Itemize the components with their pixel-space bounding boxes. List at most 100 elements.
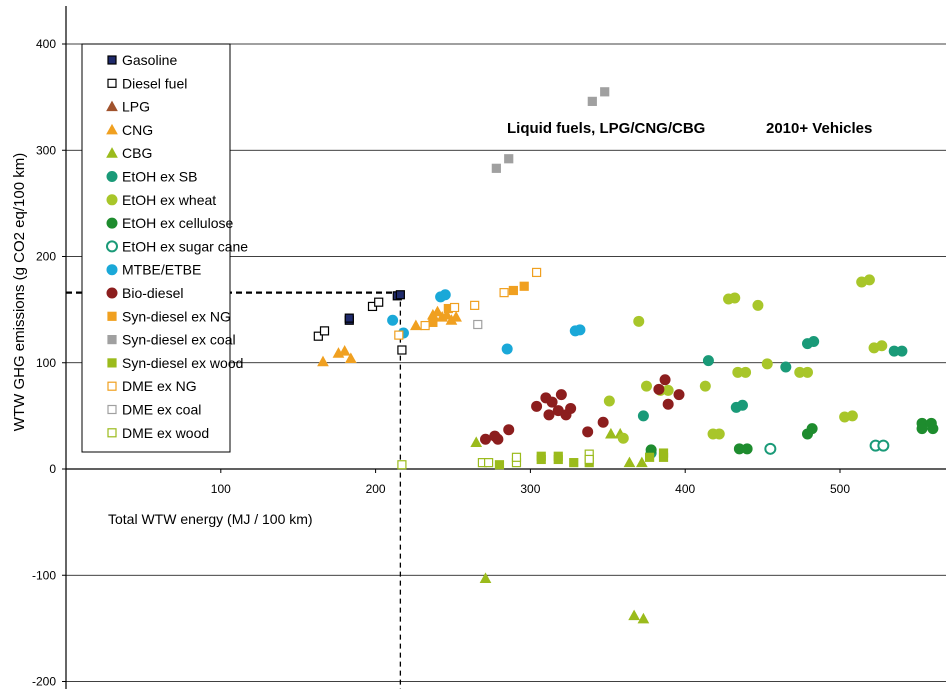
data-point-mtbe-etbe	[575, 325, 585, 335]
data-point-syn-diesel-ex-wood	[570, 459, 578, 467]
data-point-etoh-ex-wheat	[730, 293, 740, 303]
data-point-bio-diesel	[481, 434, 491, 444]
data-point-etoh-ex-cellulose	[807, 424, 817, 434]
legend-label-cbg: CBG	[122, 145, 152, 161]
data-point-etoh-ex-sb	[638, 411, 648, 421]
data-point-cbg	[629, 611, 639, 620]
data-point-syn-diesel-ex-ng	[520, 282, 528, 290]
y-tick-label: 100	[36, 356, 56, 370]
legend-marker-dme-ex-wood	[108, 429, 116, 437]
data-point-cbg	[624, 458, 634, 467]
x-tick-label: 300	[520, 482, 540, 496]
data-point-etoh-ex-wheat	[700, 381, 710, 391]
annotation-vehicles: 2010+ Vehicles	[766, 120, 872, 137]
data-point-bio-diesel	[544, 410, 554, 420]
data-point-etoh-ex-cellulose	[928, 424, 938, 434]
y-tick-label: 400	[36, 37, 56, 51]
legend-label-etoh-ex-sugar-cane: EtOH ex sugar cane	[122, 238, 248, 254]
legend-label-cng: CNG	[122, 122, 153, 138]
legend-label-gasoline: Gasoline	[122, 52, 177, 68]
data-point-dme-ex-wood	[512, 453, 520, 461]
data-point-cbg	[471, 437, 481, 446]
data-point-syn-diesel-ex-wood	[554, 452, 562, 460]
data-point-bio-diesel	[504, 425, 514, 435]
legend-label-dme-ex-ng: DME ex NG	[122, 378, 197, 394]
legend-label-dme-ex-wood: DME ex wood	[122, 425, 209, 441]
data-point-etoh-ex-wheat	[714, 429, 724, 439]
y-tick-label: 200	[36, 250, 56, 264]
data-point-etoh-ex-wheat	[877, 341, 887, 351]
data-points	[314, 88, 938, 623]
data-point-etoh-ex-wheat	[864, 275, 874, 285]
data-point-syn-diesel-ex-wood	[495, 461, 503, 469]
legend-marker-bio-diesel	[107, 288, 117, 298]
legend-label-syn-diesel-ex-ng: Syn-diesel ex NG	[122, 308, 231, 324]
data-point-etoh-ex-sb	[737, 400, 747, 410]
data-point-etoh-ex-wheat	[753, 300, 763, 310]
legend-label-lpg: LPG	[122, 99, 150, 115]
data-point-bio-diesel	[532, 401, 542, 411]
data-point-dme-ex-ng	[500, 289, 508, 297]
data-point-etoh-ex-sugar-cane	[765, 444, 775, 454]
data-point-dme-ex-wood	[398, 461, 406, 469]
data-point-cbg	[481, 573, 491, 582]
legend-label-etoh-ex-sb: EtOH ex SB	[122, 169, 197, 185]
data-point-bio-diesel	[556, 390, 566, 400]
data-point-bio-diesel	[493, 434, 503, 444]
legend-marker-gasoline	[108, 56, 116, 64]
data-point-cng	[318, 357, 328, 366]
legend-label-bio-diesel: Bio-diesel	[122, 285, 183, 301]
legend-label-dme-ex-coal: DME ex coal	[122, 402, 201, 418]
legend-marker-syn-diesel-ex-ng	[108, 312, 116, 320]
data-point-etoh-ex-wheat	[642, 381, 652, 391]
data-point-etoh-ex-wheat	[663, 385, 673, 395]
data-point-etoh-ex-wheat	[618, 433, 628, 443]
x-tick-label: 400	[675, 482, 695, 496]
data-point-syn-diesel-ex-coal	[601, 88, 609, 96]
legend-marker-dme-ex-coal	[108, 406, 116, 414]
data-point-bio-diesel	[598, 417, 608, 427]
legend-label-etoh-ex-cellulose: EtOH ex cellulose	[122, 215, 233, 231]
data-point-cng	[411, 321, 421, 330]
data-point-cbg	[606, 429, 616, 438]
data-point-etoh-ex-wheat	[762, 359, 772, 369]
legend: Gasoline Diesel fuel LPG CNG CBG EtOH ex SB Et…	[82, 44, 248, 452]
legend-marker-etoh-ex-sb	[107, 172, 117, 182]
legend-label-syn-diesel-ex-wood: Syn-diesel ex wood	[122, 355, 243, 371]
data-point-syn-diesel-ex-coal	[505, 155, 513, 163]
legend-marker-diesel-fuel	[108, 79, 116, 87]
legend-marker-etoh-ex-cellulose	[107, 218, 117, 228]
legend-label-diesel-fuel: Diesel fuel	[122, 75, 187, 91]
data-point-dme-ex-ng	[395, 331, 403, 339]
data-point-etoh-ex-wheat	[802, 367, 812, 377]
x-tick-label: 100	[211, 482, 231, 496]
data-point-syn-diesel-ex-wood	[646, 453, 654, 461]
y-tick-label: -100	[32, 568, 56, 582]
legend-marker-etoh-ex-sugar-cane	[107, 241, 117, 251]
data-point-etoh-ex-wheat	[741, 367, 751, 377]
legend-label-etoh-ex-wheat: EtOH ex wheat	[122, 192, 216, 208]
y-tick-label: 300	[36, 143, 56, 157]
data-point-gasoline	[345, 314, 353, 322]
data-point-bio-diesel	[547, 397, 557, 407]
annotation-liquid-fuels: Liquid fuels, LPG/CNG/CBG	[507, 120, 705, 137]
legend-marker-mtbe-etbe	[107, 265, 117, 275]
y-tick-label: 0	[49, 462, 56, 476]
data-point-etoh-ex-sb	[897, 346, 907, 356]
data-point-bio-diesel	[660, 375, 670, 385]
data-point-diesel-fuel	[375, 298, 383, 306]
legend-marker-etoh-ex-wheat	[107, 195, 117, 205]
data-point-syn-diesel-ex-coal	[588, 97, 596, 105]
data-point-bio-diesel	[566, 403, 576, 413]
data-point-etoh-ex-wheat	[604, 396, 614, 406]
data-point-etoh-ex-sb	[781, 362, 791, 372]
data-point-dme-ex-ng	[421, 322, 429, 330]
data-point-diesel-fuel	[398, 346, 406, 354]
data-point-syn-diesel-ex-ng	[509, 287, 517, 295]
data-point-dme-ex-wood	[585, 455, 593, 463]
data-point-bio-diesel	[663, 399, 673, 409]
data-point-etoh-ex-sb	[703, 356, 713, 366]
data-point-dme-ex-ng	[471, 301, 479, 309]
data-point-etoh-ex-cellulose	[742, 444, 752, 454]
